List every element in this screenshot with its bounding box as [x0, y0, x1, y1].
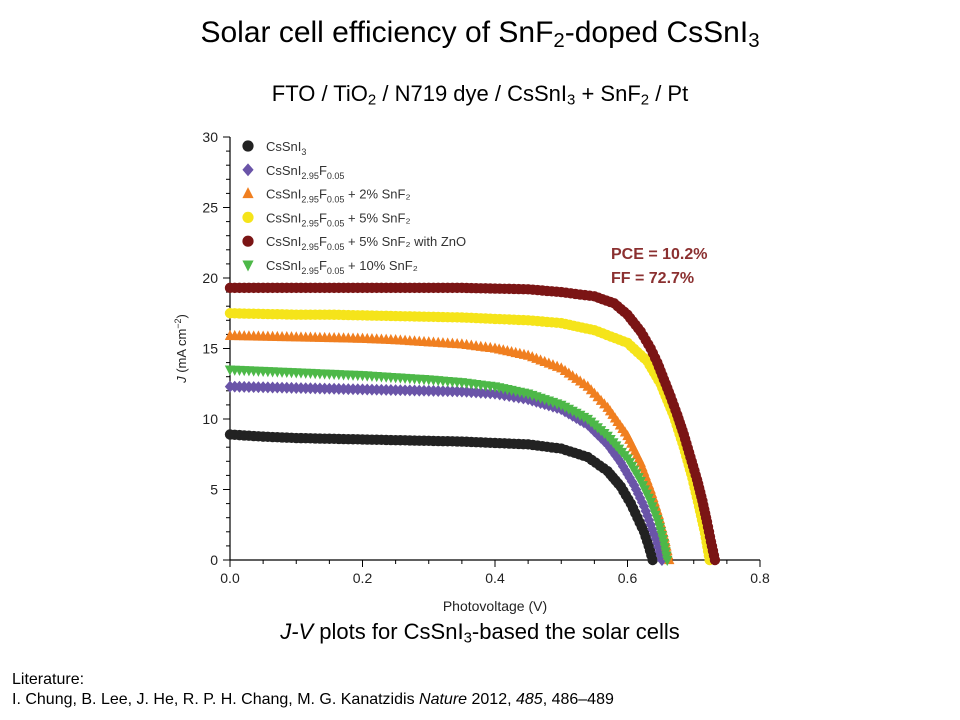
title-subscript: 2 — [553, 30, 565, 53]
citation-journal: Nature — [419, 691, 468, 708]
x-tick-label: 0.6 — [618, 570, 638, 586]
title-subscript: 3 — [748, 30, 760, 53]
series-1-marker — [632, 487, 644, 500]
caption-subscript: 3 — [463, 629, 472, 647]
y-tick-label: 15 — [202, 341, 218, 357]
legend-label: CsSnI2.95F0.05 + 5% SnF₂ with ZnO — [266, 234, 466, 252]
citation-year: 2012, — [467, 691, 516, 708]
caption-text: -based the solar cells — [471, 619, 680, 644]
citation-volume: 485 — [515, 691, 543, 708]
legend-marker — [242, 140, 254, 152]
y-axis-label: J (mA cm−2) — [173, 314, 189, 384]
efficiency-annotation: PCE = 10.2% — [611, 246, 708, 263]
subtitle-text: + SnF — [575, 81, 641, 106]
subtitle-text: FTO / TiO — [271, 81, 368, 106]
y-tick-label: 10 — [202, 411, 218, 427]
legend-marker — [242, 163, 254, 177]
legend-label: CsSnI2.95F0.05 + 10% SnF₂ — [266, 258, 418, 276]
series-5-marker — [662, 555, 673, 566]
series-0-marker — [647, 554, 658, 566]
legend-marker — [242, 260, 254, 272]
x-tick-label: 0.8 — [750, 570, 770, 586]
y-tick-label: 30 — [202, 129, 218, 145]
series-1-marker — [634, 491, 646, 504]
series-1-marker — [630, 483, 642, 496]
y-tick-label: 5 — [210, 482, 218, 498]
series-1-marker — [613, 453, 624, 466]
subtitle-text: / N719 dye / CsSnI — [376, 81, 568, 106]
y-tick-label: 0 — [210, 552, 218, 568]
x-axis-label: Photovoltage (V) — [443, 598, 547, 614]
x-tick-label: 0.4 — [485, 570, 505, 586]
series-1-marker — [624, 471, 635, 484]
series-1-marker — [636, 496, 648, 509]
x-tick-label: 0.0 — [220, 570, 240, 586]
legend-label: CsSnI2.95F0.05 — [266, 163, 344, 181]
literature-reference: Literature: I. Chung, B. Lee, J. He, R. … — [12, 670, 614, 710]
series-4-marker — [709, 554, 721, 566]
efficiency-annotation: FF = 72.7% — [611, 270, 694, 287]
series-1-marker — [489, 387, 501, 400]
title-text: Solar cell efficiency of SnF — [200, 16, 554, 49]
series-1-marker — [607, 445, 619, 458]
x-tick-label: 0.2 — [353, 570, 373, 586]
series-1-marker — [656, 554, 668, 566]
title-text: -doped CsSnI — [564, 16, 749, 49]
series-1-marker — [513, 391, 524, 404]
slide-title: Solar cell efficiency of SnF2-doped CsSn… — [0, 14, 960, 52]
subtitle-text: / Pt — [649, 81, 689, 106]
figure-caption: J-V plots for CsSnI3-based the solar cel… — [0, 618, 960, 646]
series-1-marker — [610, 449, 621, 462]
legend-label: CsSnI2.95F0.05 + 5% SnF₂ — [266, 210, 411, 228]
series-1-marker — [617, 460, 629, 473]
legend-marker — [242, 187, 254, 199]
caption-italic: J-V — [280, 619, 314, 644]
legend-marker — [242, 211, 254, 223]
legend-label: CsSnI2.95F0.05 + 2% SnF₂ — [266, 187, 411, 205]
device-structure-subtitle: FTO / TiO2 / N719 dye / CsSnI3 + SnF2 / … — [0, 80, 960, 108]
literature-label: Literature: — [12, 671, 85, 688]
citation-pages: , 486–489 — [542, 691, 614, 708]
subtitle-subscript: 2 — [640, 91, 650, 109]
subtitle-subscript: 3 — [567, 91, 576, 109]
y-tick-label: 20 — [202, 270, 218, 286]
y-tick-label: 25 — [202, 200, 218, 216]
citation-authors: I. Chung, B. Lee, J. He, R. P. H. Chang,… — [12, 691, 420, 708]
legend-marker — [242, 235, 254, 247]
citation: I. Chung, B. Lee, J. He, R. P. H. Chang,… — [12, 690, 614, 710]
caption-text: plots for CsSnI — [313, 619, 464, 644]
subtitle-subscript: 2 — [367, 91, 377, 109]
legend-label: CsSnI3 — [266, 139, 306, 157]
